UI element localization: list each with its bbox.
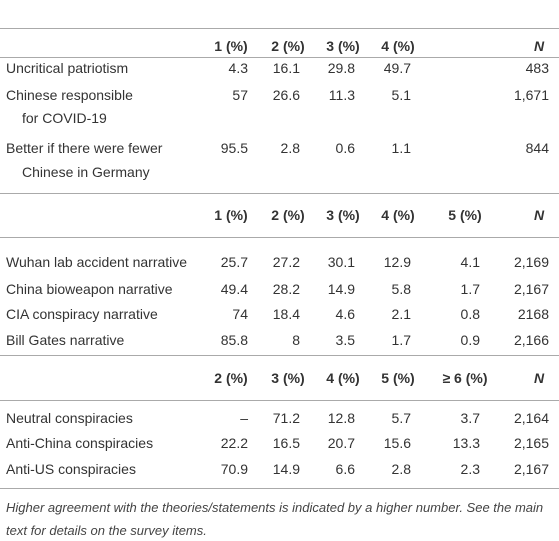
column-header: 4 (%) xyxy=(381,207,415,223)
rule xyxy=(0,488,559,489)
cell-value: 1.7 xyxy=(391,332,411,348)
cell-value: 16.5 xyxy=(272,435,300,451)
column-header: 5 (%) xyxy=(381,370,415,386)
cell-value: 2168 xyxy=(517,306,549,322)
rule xyxy=(0,355,559,356)
cell-value: 0.6 xyxy=(335,140,355,156)
cell-value: 0.9 xyxy=(460,332,480,348)
cell-value: 844 xyxy=(525,140,549,156)
cell-value: 30.1 xyxy=(327,254,355,270)
cell-value: 74 xyxy=(232,306,248,322)
cell-value: 1.1 xyxy=(391,140,411,156)
column-header: N xyxy=(533,370,545,386)
cell-value: 22.2 xyxy=(220,435,248,451)
cell-value: 2,165 xyxy=(513,435,549,451)
cell-value: 3.5 xyxy=(335,332,355,348)
rule xyxy=(0,28,559,29)
cell-value: 15.6 xyxy=(383,435,411,451)
column-header: 2 (%) xyxy=(271,38,305,54)
cell-value: 1.7 xyxy=(460,281,480,297)
cell-value: 18.4 xyxy=(272,306,300,322)
row-label: Anti-China conspiracies xyxy=(6,435,154,451)
cell-value: 85.8 xyxy=(220,332,248,348)
column-header: 3 (%) xyxy=(271,370,305,386)
rule xyxy=(0,193,559,194)
cell-value: 5.8 xyxy=(391,281,411,297)
cell-value: 483 xyxy=(525,60,549,76)
row-label: Chinese in Germany xyxy=(22,164,150,180)
column-header: 3 (%) xyxy=(326,38,360,54)
cell-value: 11.3 xyxy=(328,87,355,103)
column-header: 4 (%) xyxy=(326,370,360,386)
row-label: Anti-US conspiracies xyxy=(6,461,136,477)
rule xyxy=(0,237,559,238)
cell-value: – xyxy=(240,410,248,426)
cell-value: 70.9 xyxy=(220,461,248,477)
rule xyxy=(0,57,559,58)
cell-value: 14.9 xyxy=(327,281,355,297)
row-label: Better if there were fewer xyxy=(6,140,163,156)
row-label: CIA conspiracy narrative xyxy=(6,306,158,322)
cell-value: 5.7 xyxy=(391,410,411,426)
cell-value: 2,166 xyxy=(513,332,549,348)
column-header: ≥ 6 (%) xyxy=(442,370,488,386)
cell-value: 14.9 xyxy=(272,461,300,477)
column-header: N xyxy=(533,38,545,54)
cell-value: 0.8 xyxy=(460,306,480,322)
cell-value: 25.7 xyxy=(220,254,248,270)
cell-value: 49.4 xyxy=(220,281,248,297)
rule xyxy=(0,400,559,401)
row-label: Wuhan lab accident narrative xyxy=(6,254,188,270)
cell-value: 16.1 xyxy=(272,60,300,76)
cell-value: 12.8 xyxy=(327,410,355,426)
cell-value: 8 xyxy=(292,332,300,348)
column-header: 2 (%) xyxy=(271,207,305,223)
cell-value: 20.7 xyxy=(327,435,355,451)
row-label: Bill Gates narrative xyxy=(6,332,125,348)
cell-value: 95.5 xyxy=(220,140,248,156)
cell-value: 2,169 xyxy=(513,254,549,270)
cell-value: 28.2 xyxy=(272,281,300,297)
column-header: 2 (%) xyxy=(214,370,248,386)
cell-value: 71.2 xyxy=(272,410,300,426)
row-label: Neutral conspiracies xyxy=(6,410,133,426)
cell-value: 26.6 xyxy=(272,87,300,103)
cell-value: 29.8 xyxy=(327,60,355,76)
cell-value: 49.7 xyxy=(383,60,411,76)
cell-value: 1,671 xyxy=(513,87,549,103)
cell-value: 3.7 xyxy=(460,410,480,426)
cell-value: 57 xyxy=(232,87,248,103)
row-label: Uncritical patriotism xyxy=(6,60,129,76)
cell-value: 2,167 xyxy=(513,281,549,297)
column-header: 3 (%) xyxy=(326,207,360,223)
cell-value: 27.2 xyxy=(272,254,300,270)
cell-value: 2.8 xyxy=(280,140,300,156)
cell-value: 12.9 xyxy=(383,254,411,270)
cell-value: 13.3 xyxy=(452,435,480,451)
column-header: N xyxy=(533,207,545,223)
column-header: 1 (%) xyxy=(214,207,248,223)
column-header: 4 (%) xyxy=(381,38,415,54)
row-label: for COVID-19 xyxy=(22,110,107,126)
footnote: Higher agreement with the theories/state… xyxy=(6,500,544,538)
cell-value: 5.1 xyxy=(391,87,411,103)
column-header: 1 (%) xyxy=(214,38,248,54)
cell-value: 6.6 xyxy=(335,461,355,477)
row-label: Chinese responsible xyxy=(6,87,133,103)
cell-value: 2.3 xyxy=(460,461,480,477)
row-label: China bioweapon narrative xyxy=(6,281,173,297)
column-header: 5 (%) xyxy=(448,207,482,223)
cell-value: 4.3 xyxy=(228,60,248,76)
cell-value: 4.1 xyxy=(460,254,480,270)
cell-value: 2,164 xyxy=(513,410,549,426)
cell-value: 2.1 xyxy=(391,306,411,322)
cell-value: 2,167 xyxy=(513,461,549,477)
cell-value: 4.6 xyxy=(335,306,355,322)
cell-value: 2.8 xyxy=(391,461,411,477)
